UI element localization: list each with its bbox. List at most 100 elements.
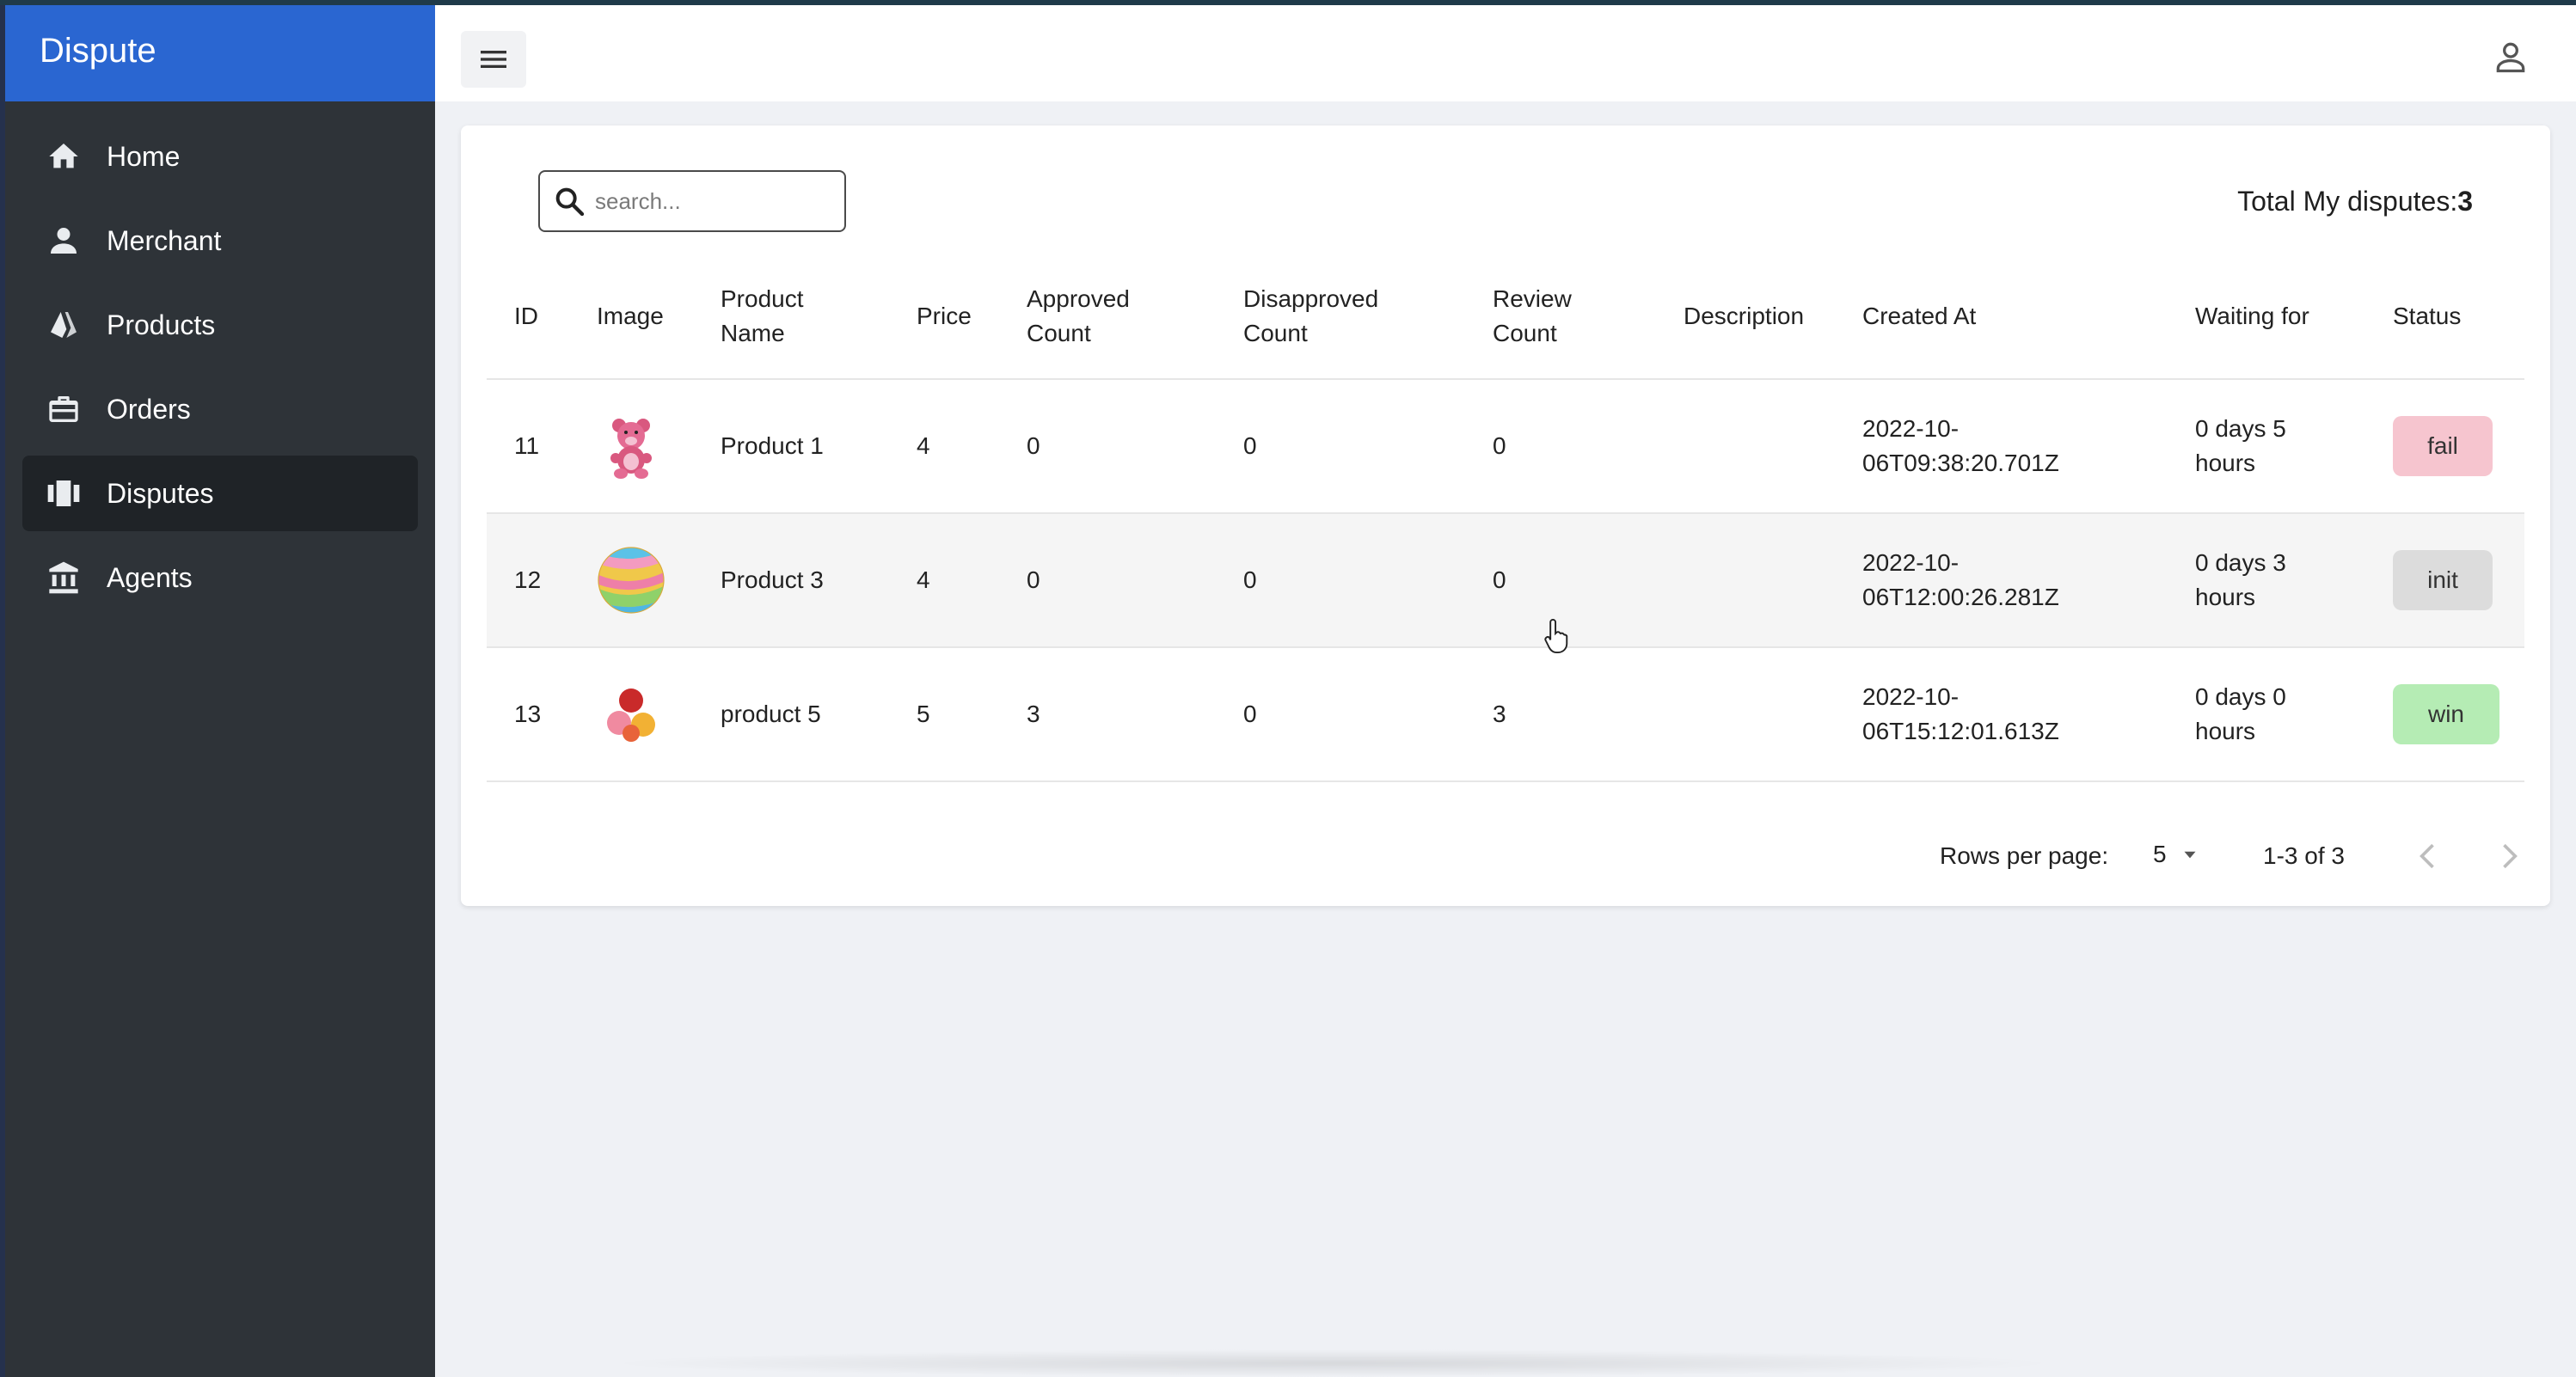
created-at-line: 06T15:12:01.613Z — [1862, 718, 2059, 744]
disputes-table: ID Image Product Name Price Approved Cou… — [487, 254, 2524, 782]
column-header-image[interactable]: Image — [597, 303, 664, 329]
hand-cursor-icon — [1544, 618, 1568, 654]
cell-waiting-for: 0 days 5 hours — [2168, 412, 2365, 480]
cell-created-at: 2022-10- 06T12:00:26.281Z — [1835, 546, 2168, 615]
search-icon — [555, 187, 585, 217]
sidebar-item-agents[interactable]: Agents — [22, 540, 418, 615]
sidebar-item-label: Agents — [107, 561, 193, 593]
chevron-left-icon — [2420, 843, 2434, 869]
caret-down-icon — [2184, 851, 2196, 859]
created-at-line: 2022-10- — [1862, 415, 1960, 442]
sidebar-item-disputes[interactable]: Disputes — [22, 456, 418, 531]
cell-approved-count: 0 — [1027, 566, 1040, 593]
cell-id: 13 — [514, 701, 542, 727]
cell-status: init — [2365, 550, 2524, 610]
cell-status: fail — [2365, 416, 2524, 476]
column-header-line: Approved — [1027, 285, 1130, 312]
column-header-line: Count — [1027, 320, 1091, 346]
column-header-line: Product — [721, 285, 804, 312]
cell-disapproved-count: 0 — [1243, 701, 1257, 727]
top-bar — [435, 5, 2576, 101]
cell-product-name: Product 1 — [721, 432, 824, 459]
column-header-approved-count[interactable]: Approved Count — [999, 282, 1216, 351]
sidebar-item-merchant[interactable]: Merchant — [22, 203, 418, 278]
column-header-waiting-for[interactable]: Waiting for — [2195, 303, 2309, 329]
waiting-for-line: hours — [2195, 718, 2256, 744]
cell-image — [569, 680, 693, 749]
sidebar-item-label: Home — [107, 140, 181, 172]
column-header-product-name[interactable]: Product Name — [693, 282, 889, 351]
balls-thumbnail — [607, 688, 655, 742]
total-disputes-label: Total My disputes: — [2237, 186, 2458, 217]
column-header-line: Count — [1243, 320, 1308, 346]
sidebar-item-label: Disputes — [107, 477, 214, 509]
column-header-price[interactable]: Price — [917, 303, 972, 329]
sidebar-nav: Home Merchant Products Orders Disputes — [5, 101, 435, 615]
column-header-line: Disapproved — [1243, 285, 1379, 312]
column-header-line: Review — [1493, 285, 1572, 312]
status-badge[interactable]: fail — [2393, 416, 2493, 476]
bottom-shadow — [602, 1349, 2064, 1377]
sidebar-item-orders[interactable]: Orders — [22, 371, 418, 447]
column-header-disapproved-count[interactable]: Disapproved Count — [1216, 282, 1465, 351]
created-at-line: 06T12:00:26.281Z — [1862, 584, 2059, 610]
user-icon — [2496, 42, 2525, 73]
waiting-for-line: 0 days 5 — [2195, 415, 2286, 442]
rows-per-page-select[interactable]: 5 — [2153, 841, 2201, 868]
column-header-review-count[interactable]: Review Count — [1465, 282, 1656, 351]
status-badge[interactable]: win — [2393, 684, 2499, 744]
status-badge[interactable]: init — [2393, 550, 2493, 610]
briefcase-icon — [45, 390, 83, 428]
sidebar: Dispute Home Merchant Products Orders — [0, 0, 435, 1377]
next-page-button[interactable] — [2490, 837, 2528, 875]
disputes-card: Total My disputes:3 ID Image Product Nam… — [461, 125, 2550, 906]
page-range: 1-3 of 3 — [2263, 842, 2345, 869]
cell-status: win — [2365, 684, 2524, 744]
table-row[interactable]: 13 product 5 5 3 0 3 2022-10- 06T15:12:0… — [487, 648, 2524, 782]
waiting-for-line: hours — [2195, 584, 2256, 610]
cell-image — [569, 546, 693, 615]
account-button[interactable] — [2492, 38, 2530, 76]
waiting-for-line: hours — [2195, 450, 2256, 476]
previous-page-button[interactable] — [2409, 837, 2447, 875]
cell-price: 4 — [917, 432, 930, 459]
teddy-bear-thumbnail — [610, 419, 652, 479]
search-box[interactable] — [538, 170, 846, 232]
total-disputes-count: 3 — [2457, 186, 2473, 217]
rows-per-page-label: Rows per page: — [1940, 842, 2109, 869]
search-input[interactable] — [595, 187, 836, 215]
created-at-line: 06T09:38:20.701Z — [1862, 450, 2059, 476]
top-accent-line — [0, 0, 2576, 5]
rows-per-page-value: 5 — [2153, 841, 2167, 867]
column-header-line: Name — [721, 320, 785, 346]
column-header-id[interactable]: ID — [514, 303, 538, 329]
rainbow-ball-thumbnail — [598, 547, 665, 614]
cell-waiting-for: 0 days 3 hours — [2168, 546, 2365, 615]
sidebar-item-label: Products — [107, 309, 216, 340]
cell-product-name: product 5 — [721, 701, 821, 727]
cell-review-count: 0 — [1493, 566, 1506, 593]
cell-disapproved-count: 0 — [1243, 566, 1257, 593]
cell-product-name: Product 3 — [721, 566, 824, 593]
cell-review-count: 3 — [1493, 701, 1506, 727]
app-title[interactable]: Dispute — [5, 0, 435, 101]
table-row[interactable]: 12 Product 3 4 0 0 — [487, 514, 2524, 648]
created-at-line: 2022-10- — [1862, 683, 1960, 710]
cell-created-at: 2022-10- 06T09:38:20.701Z — [1835, 412, 2168, 480]
pagination: Rows per page: 5 1-3 of 3 — [461, 830, 2550, 882]
column-header-status[interactable]: Status — [2393, 303, 2462, 329]
waiting-for-line: 0 days 0 — [2195, 683, 2286, 710]
cell-image — [569, 412, 693, 480]
sidebar-item-products[interactable]: Products — [22, 287, 418, 363]
sidebar-item-home[interactable]: Home — [22, 119, 418, 194]
created-at-line: 2022-10- — [1862, 549, 1960, 576]
cell-waiting-for: 0 days 0 hours — [2168, 680, 2365, 749]
home-icon — [45, 138, 83, 175]
cell-disapproved-count: 0 — [1243, 432, 1257, 459]
sidebar-item-label: Merchant — [107, 224, 222, 256]
table-row[interactable]: 11 Product 1 4 0 0 0 2022-10 — [487, 380, 2524, 514]
menu-button[interactable] — [461, 31, 526, 88]
column-header-created-at[interactable]: Created At — [1862, 303, 1977, 329]
products-icon — [45, 306, 83, 344]
column-header-description[interactable]: Description — [1684, 303, 1805, 329]
